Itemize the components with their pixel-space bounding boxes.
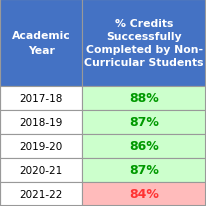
Bar	[0, 134, 82, 158]
Text: 2017-18: 2017-18	[20, 94, 63, 103]
Bar	[82, 134, 206, 158]
Text: 87%: 87%	[129, 116, 159, 129]
Bar	[82, 158, 206, 182]
Text: 86%: 86%	[129, 140, 159, 153]
Bar	[0, 158, 82, 182]
Bar	[82, 0, 206, 87]
Text: 2019-20: 2019-20	[20, 141, 63, 151]
Bar	[82, 110, 206, 134]
Bar	[0, 182, 82, 206]
Bar	[0, 0, 82, 87]
Bar	[82, 182, 206, 206]
Text: 87%: 87%	[129, 164, 159, 177]
Text: 84%: 84%	[129, 188, 159, 200]
Bar	[82, 87, 206, 110]
Text: Academic
Year: Academic Year	[12, 31, 71, 56]
Text: 88%: 88%	[129, 92, 159, 105]
Text: 2020-21: 2020-21	[20, 165, 63, 175]
Text: % Credits
Successfully
Completed by Non-
Curricular Students: % Credits Successfully Completed by Non-…	[84, 19, 204, 68]
Text: 2018-19: 2018-19	[20, 117, 63, 127]
Bar	[0, 87, 82, 110]
Text: 2021-22: 2021-22	[20, 189, 63, 199]
Bar	[0, 110, 82, 134]
